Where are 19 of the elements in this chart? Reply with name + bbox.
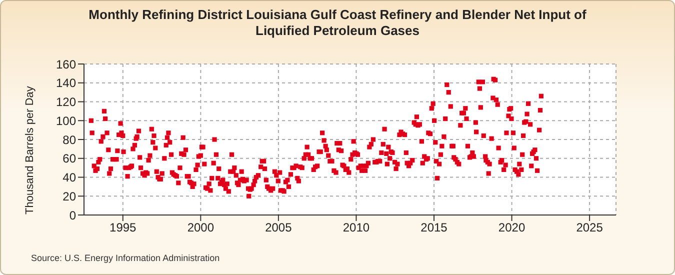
x-tick-label: 2010 [342, 220, 370, 235]
y-tick-label: 140 [56, 76, 76, 90]
source-note: Source: U.S. Energy Information Administration [31, 253, 220, 263]
x-tick-label: 1995 [110, 220, 137, 235]
y-tick-label: 40 [62, 170, 76, 185]
x-tick-label: 2025 [576, 220, 604, 235]
y-axis-title: Thousand Barrels per Day [24, 86, 36, 214]
chart-title: Monthly Refining District Louisiana Gulf Coast Refinery and Blender Net Input of Liquified Petroleum Gases [88, 6, 588, 39]
y-tick-label: 80 [62, 132, 76, 147]
x-tick-label: 2015 [420, 220, 448, 235]
y-tick-label: 160 [56, 57, 76, 72]
x-tick-label: 2005 [265, 220, 292, 235]
y-tick-label: 60 [62, 152, 76, 166]
x-tick-label: 2020 [498, 220, 526, 235]
y-tick-label: 20 [62, 189, 76, 204]
y-tick-label: 100 [56, 114, 76, 128]
y-tick-label: 120 [56, 95, 76, 110]
x-tick-label: 2000 [187, 220, 214, 235]
y-tick-label: 0 [69, 208, 76, 222]
